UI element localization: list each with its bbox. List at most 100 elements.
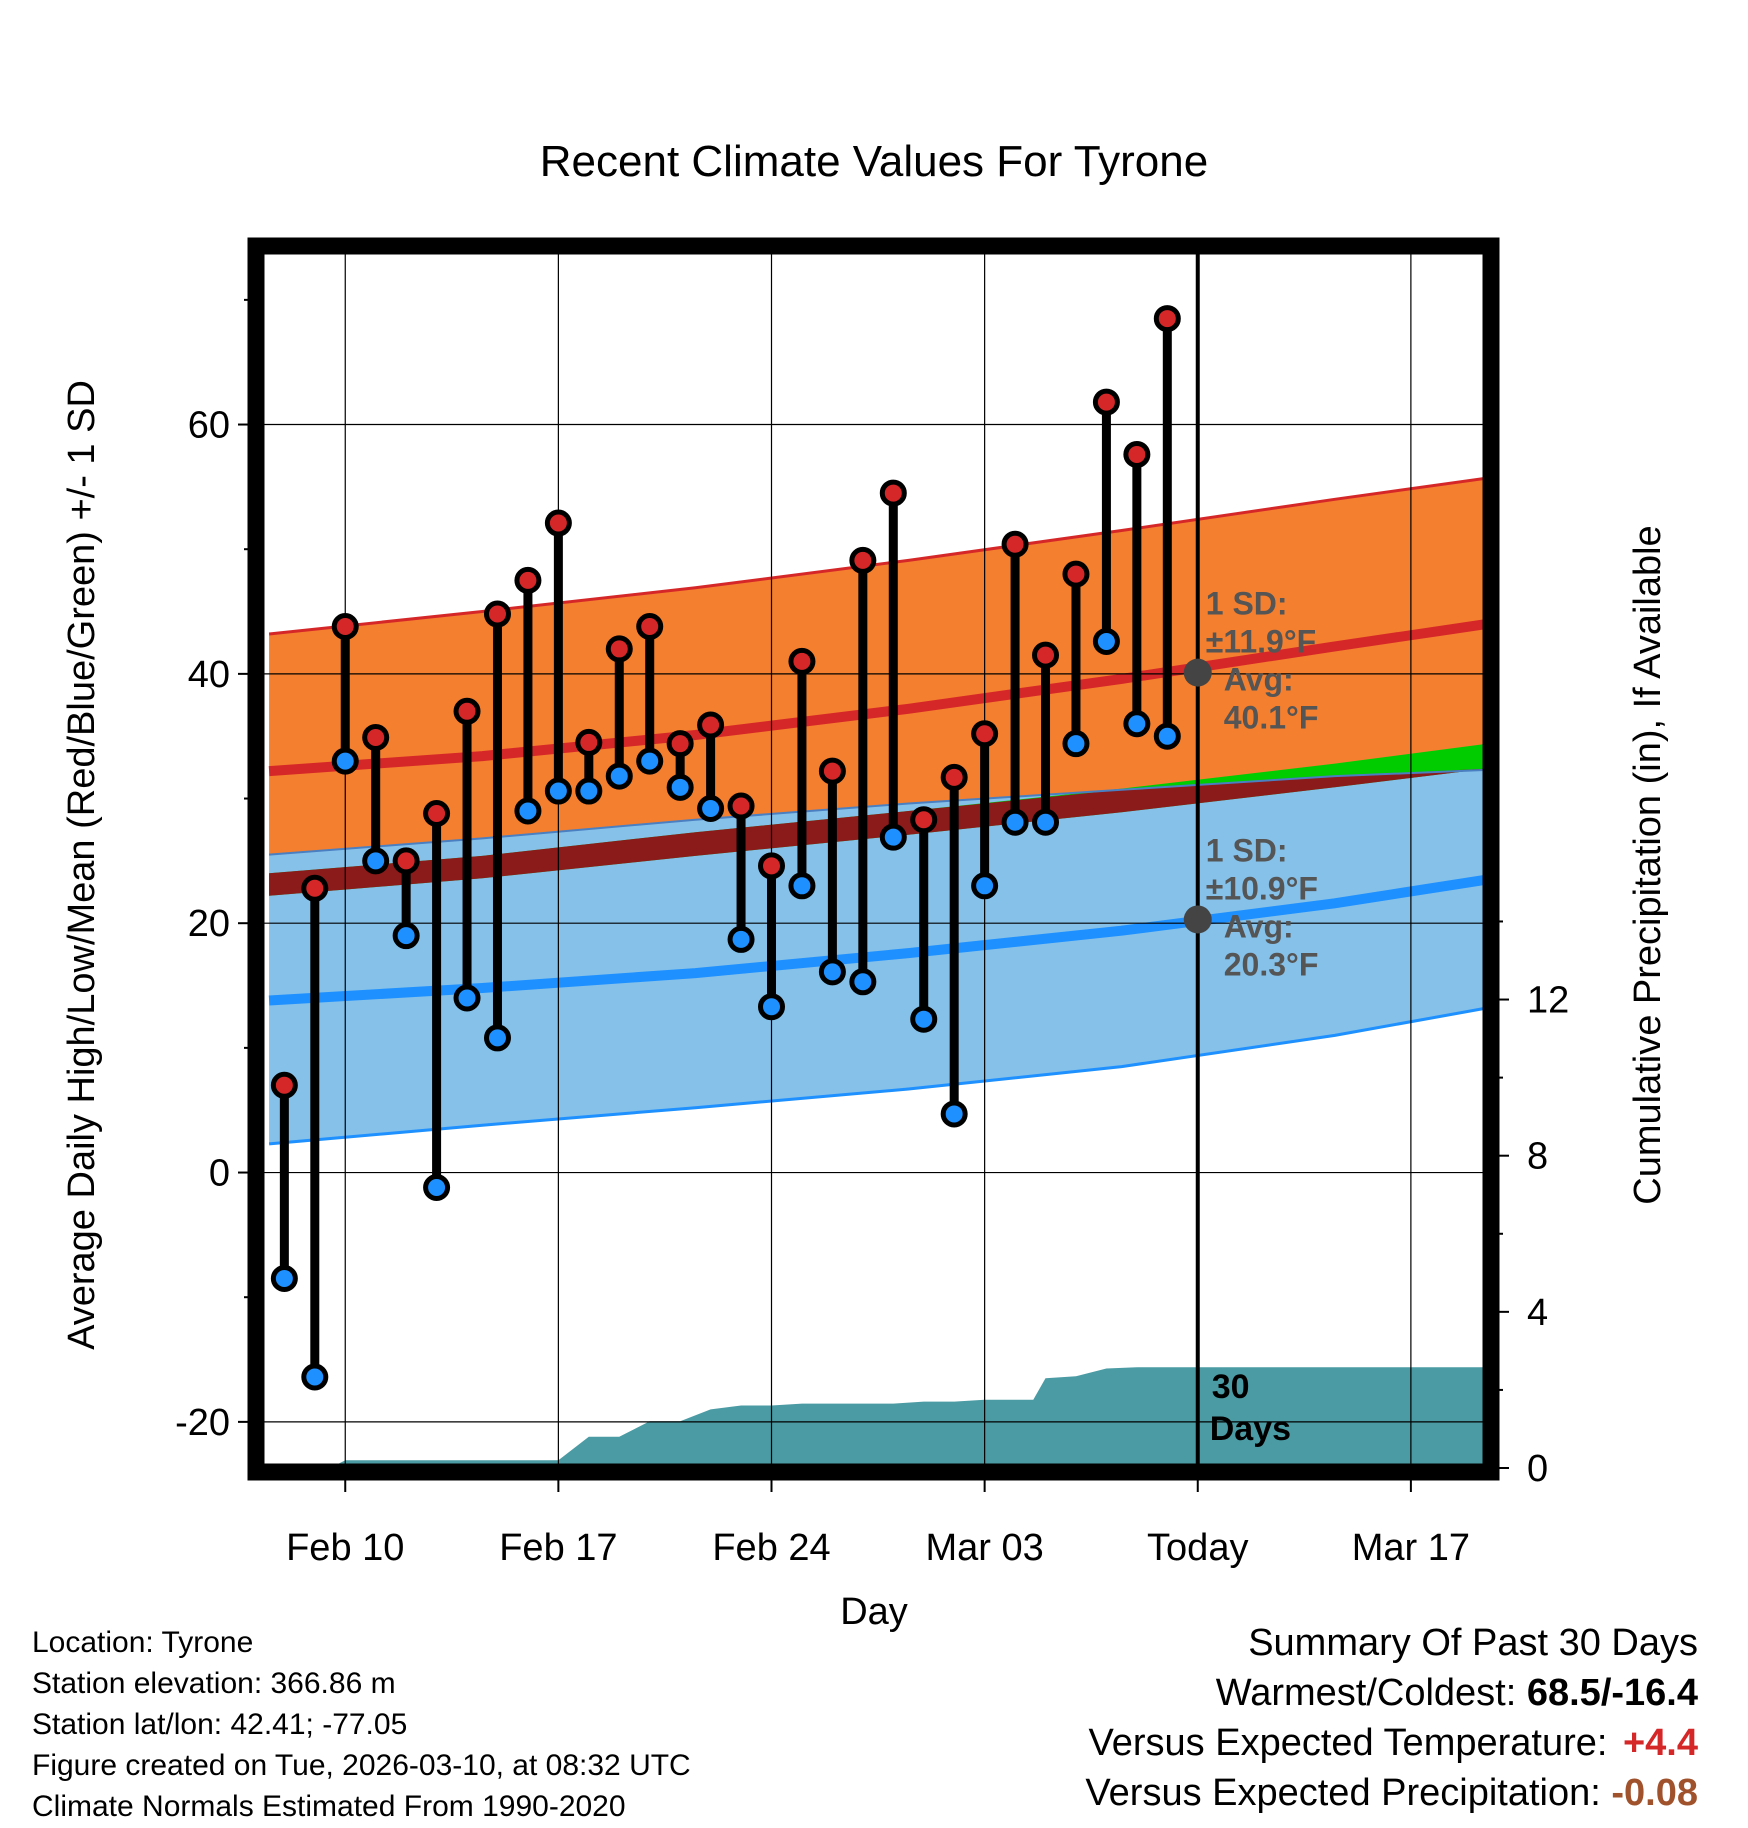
low-temp-dot	[727, 925, 755, 953]
high-temp-dot	[697, 711, 725, 739]
high-temp-dot	[666, 730, 694, 758]
high-temp-dot	[605, 635, 633, 663]
low-temp-dot	[483, 1024, 511, 1052]
precip-area	[269, 1367, 1487, 1468]
mean-overlap-band	[269, 768, 1487, 896]
station-info: Location: Tyrone Station elevation: 366.…	[32, 1622, 691, 1827]
low-mean-line	[268, 874, 1487, 1006]
high-temp-dot	[636, 612, 664, 640]
created-text: Figure created on Tue, 2026-03-10, at 08…	[32, 1749, 691, 1782]
low-sd-lower-line	[268, 1006, 1487, 1146]
low-temp-dot	[362, 847, 390, 875]
low-temp-dot	[1092, 627, 1120, 655]
precip-row: Versus Expected Precipitation: -0.08	[1085, 1768, 1698, 1818]
plot-frame	[247, 237, 1500, 1481]
high-temp-dot	[453, 697, 481, 725]
low-temp-dot	[575, 777, 603, 805]
low-temp-dot	[849, 968, 877, 996]
x-tick-label: Feb 24	[712, 1527, 830, 1569]
precip-label: Versus Expected Precipitation:	[1085, 1772, 1601, 1814]
high-temp-dot	[362, 723, 390, 751]
high-temp-dot	[788, 647, 816, 675]
today-low-avg-dot	[1183, 905, 1212, 934]
days-count-label: 30	[1212, 1368, 1250, 1406]
elevation-text: Station elevation: 366.86 m	[32, 1667, 396, 1700]
low-temp-dot	[1153, 722, 1181, 750]
low-avg-value: 20.3°F	[1224, 946, 1319, 982]
warm-cold-row: Warmest/Coldest: 68.5/-16.4	[1085, 1668, 1698, 1718]
warm-cold-label: Warmest/Coldest:	[1215, 1672, 1517, 1714]
low-temp-dot	[1032, 808, 1060, 836]
low-temp-dot	[666, 773, 694, 801]
high-temp-dot	[940, 763, 968, 791]
low-temp-dot	[1123, 710, 1151, 738]
low-temp-dot	[453, 984, 481, 1012]
high-temp-dot	[1123, 440, 1151, 468]
x-tick-label: Mar 17	[1352, 1527, 1470, 1569]
high-temp-dot	[514, 566, 542, 594]
high-mean-line	[268, 619, 1487, 777]
low-temp-dot	[910, 1005, 938, 1033]
x-tick-label: Today	[1147, 1527, 1248, 1569]
high-avg-value: 40.1°F	[1224, 700, 1319, 736]
high-sd-upper-line	[268, 476, 1487, 636]
high-temp-dot	[575, 728, 603, 756]
low-temp-dot	[879, 823, 907, 851]
low-temp-dot	[423, 1173, 451, 1201]
y-tick-label-left: 60	[188, 405, 230, 447]
low-temp-dot	[1062, 730, 1090, 758]
today-high-avg-dot	[1183, 658, 1212, 687]
low-temp-dot	[940, 1100, 968, 1128]
temp-value: +4.4	[1622, 1722, 1698, 1764]
temp-row: Versus Expected Temperature: +4.4	[1085, 1718, 1698, 1768]
latlon-text: Station lat/lon: 42.41; -77.05	[32, 1708, 408, 1741]
y-axis-label-right: Cumulative Precipitation (in), If Availa…	[1627, 525, 1669, 1204]
y-tick-label-right: 12	[1527, 980, 1569, 1022]
low-temp-dot	[1001, 808, 1029, 836]
high-temp-dot	[423, 799, 451, 827]
y-tick-label-left: 40	[188, 654, 230, 696]
summary-title: Summary Of Past 30 Days	[1248, 1622, 1698, 1664]
low-sd-label: 1 SD:	[1206, 832, 1288, 868]
low-avg-label: Avg:	[1224, 908, 1294, 944]
plot-inner	[260, 250, 1487, 1468]
high-temp-dot	[483, 600, 511, 628]
days-unit-label: Days	[1210, 1410, 1291, 1448]
y-tick-label-left: 20	[188, 903, 230, 945]
low-temp-dot	[544, 777, 572, 805]
chart-title: Recent Climate Values For Tyrone	[540, 137, 1208, 186]
y-tick-label-right: 4	[1527, 1292, 1548, 1334]
y-tick-label-left: 0	[209, 1153, 230, 1195]
low-temp-dot	[818, 958, 846, 986]
low-temp-dot	[270, 1265, 298, 1293]
low-temp-dot	[971, 872, 999, 900]
low-temp-dot	[392, 922, 420, 950]
high-sd-lower-line	[269, 768, 1487, 856]
high-avg-label: Avg:	[1224, 662, 1294, 698]
high-temp-dot	[392, 847, 420, 875]
x-tick-label: Feb 10	[286, 1527, 404, 1569]
high-sd-label: 1 SD:	[1206, 586, 1288, 622]
high-temp-dot	[301, 874, 329, 902]
temp-label: Versus Expected Temperature:	[1088, 1722, 1608, 1764]
high-temp-dot	[1032, 641, 1060, 669]
x-tick-label: Mar 03	[925, 1527, 1043, 1569]
high-temp-dot	[971, 720, 999, 748]
low-temp-dot	[605, 762, 633, 790]
y-tick-label-right: 0	[1527, 1448, 1548, 1490]
low-temp-dot	[331, 747, 359, 775]
x-tick-label: Feb 17	[499, 1527, 617, 1569]
high-temp-dot	[849, 546, 877, 574]
high-temp-dot	[1062, 560, 1090, 588]
low-temp-dot	[636, 747, 664, 775]
summary-panel: Summary Of Past 30 Days Warmest/Coldest:…	[1085, 1618, 1698, 1818]
x-axis-label: Day	[840, 1591, 908, 1633]
y-tick-label-left: -20	[175, 1402, 230, 1444]
location-text: Location: Tyrone	[32, 1626, 254, 1659]
high-temp-dot	[331, 612, 359, 640]
y-axis-label-left: Average Daily High/Low/Mean (Red/Blue/Gr…	[61, 380, 103, 1350]
high-temp-dot	[879, 479, 907, 507]
high-sd-value: ±11.9°F	[1206, 624, 1316, 660]
